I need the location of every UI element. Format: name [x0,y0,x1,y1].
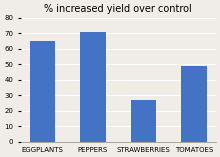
Bar [131,100,156,142]
Bar [181,66,207,142]
Title: % increased yield over control: % increased yield over control [44,4,192,14]
Bar [80,32,106,142]
Bar [30,41,55,142]
